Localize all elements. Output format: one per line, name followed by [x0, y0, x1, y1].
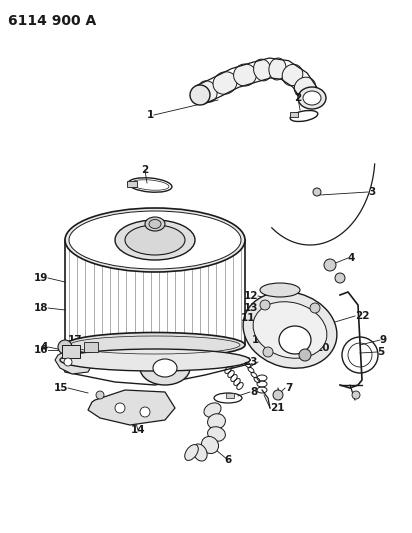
- Bar: [226, 393, 234, 398]
- Text: 9: 9: [380, 335, 387, 345]
- Circle shape: [115, 403, 125, 413]
- Polygon shape: [55, 348, 95, 374]
- Bar: [62, 345, 80, 358]
- Text: 4: 4: [348, 253, 356, 263]
- Ellipse shape: [145, 217, 165, 231]
- Ellipse shape: [279, 326, 311, 354]
- Text: 14: 14: [131, 425, 145, 435]
- Text: 6114 900 A: 6114 900 A: [8, 14, 96, 28]
- Text: 16: 16: [33, 345, 48, 355]
- Text: 24: 24: [211, 357, 225, 367]
- Text: 18: 18: [33, 303, 48, 313]
- Text: 8: 8: [250, 387, 257, 397]
- Bar: [290, 112, 298, 117]
- Ellipse shape: [208, 427, 225, 441]
- Text: 3: 3: [368, 187, 375, 197]
- Circle shape: [260, 300, 270, 310]
- Ellipse shape: [185, 445, 198, 461]
- Ellipse shape: [140, 351, 190, 385]
- Ellipse shape: [253, 59, 272, 81]
- Ellipse shape: [65, 333, 245, 358]
- Ellipse shape: [282, 64, 303, 86]
- Circle shape: [64, 358, 72, 366]
- Ellipse shape: [125, 225, 185, 255]
- Circle shape: [324, 259, 336, 271]
- Circle shape: [58, 340, 72, 354]
- Text: 17: 17: [68, 335, 82, 345]
- Ellipse shape: [294, 77, 316, 98]
- Circle shape: [310, 303, 320, 313]
- Polygon shape: [88, 390, 175, 425]
- Ellipse shape: [65, 208, 245, 272]
- Text: 2: 2: [141, 165, 149, 175]
- Circle shape: [140, 407, 150, 417]
- Text: 10: 10: [251, 335, 266, 345]
- Circle shape: [96, 391, 104, 399]
- Ellipse shape: [204, 403, 221, 417]
- Text: 11: 11: [241, 313, 255, 323]
- Ellipse shape: [208, 414, 225, 429]
- Ellipse shape: [190, 85, 210, 105]
- Ellipse shape: [69, 211, 241, 269]
- Ellipse shape: [153, 359, 177, 377]
- Ellipse shape: [298, 87, 326, 109]
- Text: 7: 7: [285, 383, 293, 393]
- Text: 5: 5: [377, 347, 384, 357]
- Circle shape: [273, 390, 283, 400]
- Text: 6: 6: [225, 455, 232, 465]
- Ellipse shape: [253, 302, 327, 358]
- Text: 2: 2: [295, 93, 302, 103]
- Ellipse shape: [269, 58, 286, 80]
- Ellipse shape: [198, 81, 217, 102]
- Circle shape: [299, 349, 311, 361]
- Text: 1: 1: [147, 110, 154, 120]
- Text: 20: 20: [315, 343, 330, 353]
- Text: 15: 15: [54, 383, 68, 393]
- Circle shape: [313, 188, 321, 196]
- Ellipse shape: [234, 64, 256, 86]
- Circle shape: [352, 391, 360, 399]
- Text: 4: 4: [41, 342, 48, 352]
- Bar: [127, 181, 137, 187]
- Ellipse shape: [149, 220, 161, 229]
- Ellipse shape: [213, 72, 237, 94]
- Circle shape: [263, 347, 273, 357]
- Ellipse shape: [260, 283, 300, 297]
- Ellipse shape: [243, 292, 337, 368]
- Text: 23: 23: [243, 357, 258, 367]
- Circle shape: [335, 273, 345, 283]
- Text: 19: 19: [34, 273, 48, 283]
- Text: 22: 22: [355, 311, 370, 321]
- Ellipse shape: [60, 349, 250, 371]
- Text: 21: 21: [270, 403, 285, 413]
- Text: 12: 12: [243, 291, 258, 301]
- Ellipse shape: [193, 444, 207, 461]
- Bar: [84, 342, 98, 352]
- Text: 13: 13: [243, 303, 258, 313]
- Ellipse shape: [201, 437, 218, 454]
- Ellipse shape: [115, 220, 195, 260]
- Ellipse shape: [303, 91, 321, 105]
